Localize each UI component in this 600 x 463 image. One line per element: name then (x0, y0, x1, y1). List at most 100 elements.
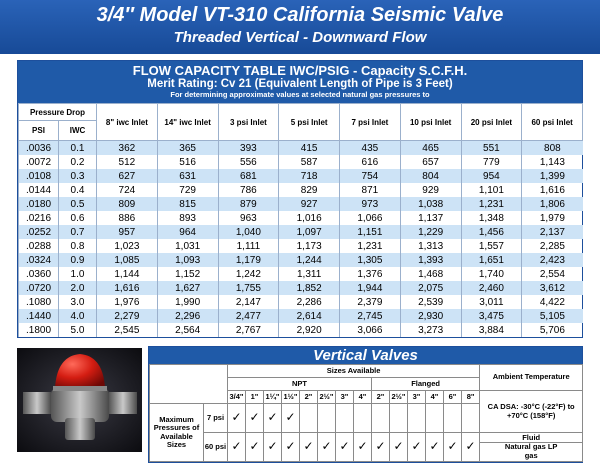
column-header: 14" iwc Inlet (156, 103, 219, 141)
cell: 1,393 (399, 253, 462, 267)
cell: 1,231 (339, 239, 401, 253)
cell: 4.0 (57, 309, 97, 323)
cell: 0.8 (57, 239, 97, 253)
row-label: Maximum Pressures of Available Sizes (149, 403, 204, 462)
cell: 927 (278, 197, 340, 211)
valves-grid: Sizes Available Ambient Temperature NPT Fla… (149, 364, 584, 462)
cell: 1,179 (217, 253, 279, 267)
cell: .1440 (18, 309, 59, 323)
fluid-cell: Fluid Natural gas LP gas (479, 432, 584, 462)
cell: 1,151 (339, 225, 401, 239)
check: ✓ (425, 432, 444, 462)
pressure-drop-header: Pressure Drop (17, 103, 98, 121)
merit-rating: Merit Rating: Cv 21 (Equivalent Length o… (147, 78, 453, 90)
cell: 886 (96, 211, 158, 225)
cell: 1,097 (278, 225, 340, 239)
cell: 435 (339, 140, 401, 155)
cell: 681 (217, 169, 279, 183)
cell: 5,105 (521, 309, 583, 323)
cell: 2,279 (96, 309, 158, 323)
check: ✓ (335, 432, 354, 462)
cell: 4,422 (521, 295, 583, 309)
cell: .0360 (18, 267, 59, 281)
data-row: .0072 0.2 512 516 556 587 616 657 779 1,143 (18, 155, 583, 169)
cell: 2,564 (156, 323, 219, 337)
check: ✓ (407, 432, 426, 462)
header-row: Sizes Available Ambient Temperature (149, 364, 584, 404)
cell: 929 (399, 183, 462, 197)
cell: 3,475 (460, 309, 522, 323)
cell: 1,616 (521, 183, 583, 197)
check: ✓ (443, 432, 462, 462)
flow-grid: Pressure Drop 8" iwc Inlet 14" iwc Inlet 3 … (17, 103, 584, 337)
column-header: 20 psi Inlet (460, 103, 523, 141)
cell: 871 (339, 183, 401, 197)
cell: 829 (278, 183, 340, 197)
cell: .0288 (18, 239, 59, 253)
cell: 393 (217, 140, 279, 155)
size-header: 4" (353, 390, 372, 404)
cell: 729 (156, 183, 219, 197)
cell: .0072 (18, 155, 59, 169)
cell: 657 (399, 155, 462, 169)
cell: 879 (217, 197, 279, 211)
cell: 1,944 (339, 281, 401, 295)
check: ✓ (281, 403, 300, 433)
ambient-title: Ambient Temperature (479, 364, 584, 391)
cell: 1,173 (278, 239, 340, 253)
check: ✓ (245, 403, 264, 433)
data-row: .0108 0.3 627 631 681 718 754 804 954 1,399 (18, 169, 583, 183)
cell: 0.1 (57, 140, 97, 155)
cell: 1,755 (217, 281, 279, 295)
blank-cell (149, 364, 228, 404)
cell: 556 (217, 155, 279, 169)
data-row: .0180 0.5 809 815 879 927 973 1,038 1,231 1,806 (18, 197, 583, 211)
cell: 1,111 (217, 239, 279, 253)
cell: 1,101 (460, 183, 522, 197)
cell: 1,313 (399, 239, 462, 253)
cell: 1,242 (217, 267, 279, 281)
data-row: .1440 4.0 2,279 2,296 2,477 2,614 2,745 2,930 3,… (18, 309, 583, 323)
cell: .0144 (18, 183, 59, 197)
cell: 1,143 (521, 155, 583, 169)
cell: 0.4 (57, 183, 97, 197)
cell: 616 (339, 155, 401, 169)
cell: 1,016 (278, 211, 340, 225)
cell: 954 (460, 169, 522, 183)
cell: 1,616 (96, 281, 158, 295)
check (407, 403, 426, 433)
check (425, 403, 444, 433)
check (389, 403, 408, 433)
cell: 893 (156, 211, 219, 225)
cell: 1,376 (339, 267, 401, 281)
cell: 1,740 (460, 267, 522, 281)
column-header: 3 psi Inlet (217, 103, 280, 141)
cell: 2,767 (217, 323, 279, 337)
cell: 808 (521, 140, 583, 155)
cell: .0720 (18, 281, 59, 295)
cell: 2,920 (278, 323, 340, 337)
size-header: 2" (371, 390, 390, 404)
cell: .1800 (18, 323, 59, 337)
cell: 779 (460, 155, 522, 169)
cell: 1,976 (96, 295, 158, 309)
header-banner: 3/4″ Model VT-310 California Seismic Val… (0, 0, 600, 54)
cell: 587 (278, 155, 340, 169)
size-header: 1½" (281, 390, 300, 404)
header-row: PSI IWC (18, 120, 583, 141)
cell: 1,023 (96, 239, 158, 253)
cell: 631 (156, 169, 219, 183)
cell: 1,852 (278, 281, 340, 295)
group-header: NPT (227, 377, 372, 391)
cell: 2,930 (399, 309, 462, 323)
cell: 1,468 (399, 267, 462, 281)
pressure: 60 psi (203, 432, 228, 462)
cell: .1080 (18, 295, 59, 309)
cell: 1,348 (460, 211, 522, 225)
cell: 1,979 (521, 211, 583, 225)
cell: 1.0 (57, 267, 97, 281)
cell: 1,557 (460, 239, 522, 253)
check: ✓ (460, 432, 481, 462)
check: ✓ (227, 432, 246, 462)
cell: 365 (156, 140, 219, 155)
